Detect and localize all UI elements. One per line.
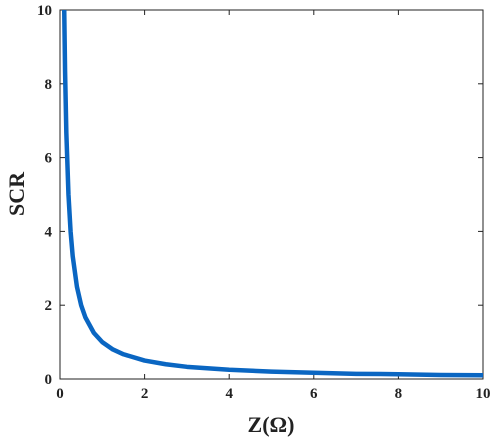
x-tick-label: 10 [476,386,491,402]
series-layer [61,9,484,378]
y-tick-label: 8 [45,77,53,93]
y-axis-ticks [60,9,483,380]
x-tick-label: 2 [141,386,149,402]
x-tick-label: 8 [395,386,403,402]
x-axis-ticks [59,10,484,379]
y-axis-title: SCR [4,171,29,216]
series-line [61,9,484,378]
x-axis-title: Z(Ω) [248,412,295,437]
y-tick-label: 10 [37,3,52,19]
y-tick-label: 2 [45,298,53,314]
y-axis-tick-labels: 0 2 4 6 8 10 [37,3,53,388]
x-tick-label: 6 [310,386,318,402]
y-tick-label: 4 [45,224,53,240]
y-tick-label: 0 [45,372,53,388]
x-tick-label: 0 [56,386,64,402]
y-tick-label: 6 [45,151,53,167]
plot-frame [59,9,484,380]
x-axis-tick-labels: 0 2 4 6 8 10 [56,386,490,402]
x-tick-label: 4 [225,386,233,402]
